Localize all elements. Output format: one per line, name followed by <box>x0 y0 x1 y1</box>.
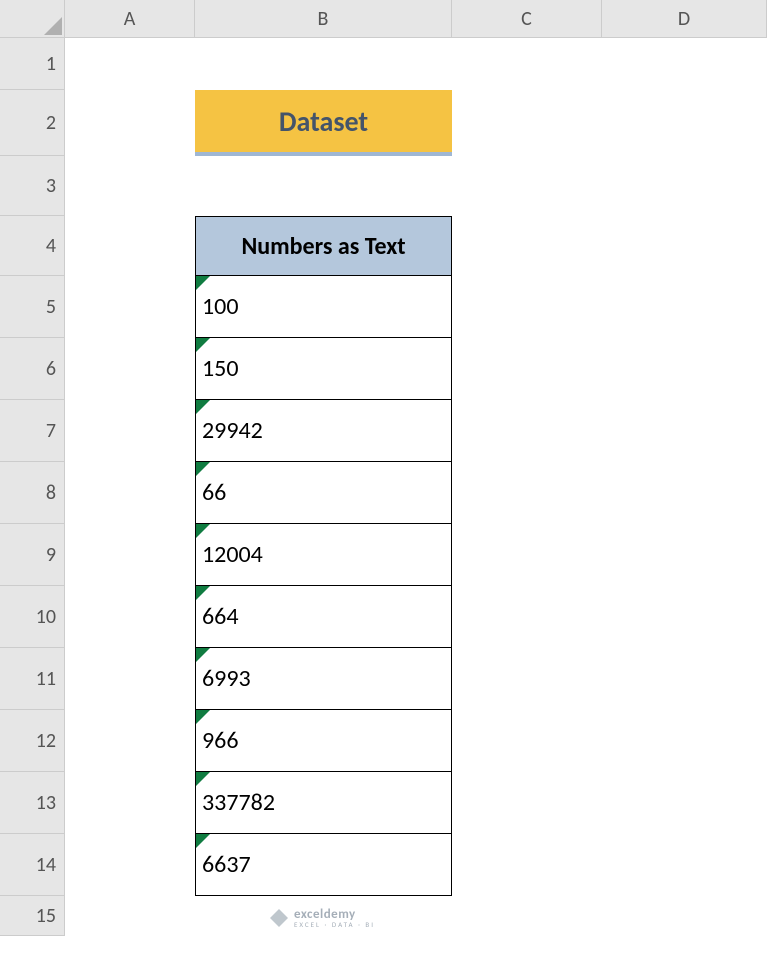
cell-C6[interactable] <box>452 338 602 400</box>
cell-B3[interactable] <box>195 156 452 216</box>
row-header-11[interactable]: 11 <box>0 648 65 710</box>
cell-A3[interactable] <box>65 156 195 216</box>
row-header-14[interactable]: 14 <box>0 834 65 896</box>
cell-C7[interactable] <box>452 400 602 462</box>
row-header-1[interactable]: 1 <box>0 38 65 90</box>
cell-C5[interactable] <box>452 276 602 338</box>
row-header-6[interactable]: 6 <box>0 338 65 400</box>
cell-D14[interactable] <box>602 834 767 896</box>
watermark-sub: EXCEL · DATA · BI <box>294 921 375 928</box>
cell-A11[interactable] <box>65 648 195 710</box>
cell-A12[interactable] <box>65 710 195 772</box>
watermark-icon <box>270 909 288 927</box>
row-header-2[interactable]: 2 <box>0 90 65 156</box>
cell-A7[interactable] <box>65 400 195 462</box>
cell-C4[interactable] <box>452 216 602 276</box>
error-indicator-icon[interactable] <box>196 276 210 290</box>
error-indicator-icon[interactable] <box>196 338 210 352</box>
cell-A13[interactable] <box>65 772 195 834</box>
cell-D5[interactable] <box>602 276 767 338</box>
column-header-C[interactable]: C <box>452 0 602 38</box>
cell-D12[interactable] <box>602 710 767 772</box>
column-header-B[interactable]: B <box>195 0 452 38</box>
error-indicator-icon[interactable] <box>196 710 210 724</box>
cell-C2[interactable] <box>452 90 602 156</box>
error-indicator-icon[interactable] <box>196 586 210 600</box>
row-header-8[interactable]: 8 <box>0 462 65 524</box>
cell-B6[interactable]: 150 <box>195 338 452 400</box>
row-header-15[interactable]: 15 <box>0 896 65 936</box>
cell-A5[interactable] <box>65 276 195 338</box>
cell-A10[interactable] <box>65 586 195 648</box>
error-indicator-icon[interactable] <box>196 834 210 848</box>
error-indicator-icon[interactable] <box>196 648 210 662</box>
error-indicator-icon[interactable] <box>196 524 210 538</box>
error-indicator-icon[interactable] <box>196 462 210 476</box>
cell-B12[interactable]: 966 <box>195 710 452 772</box>
cell-A15[interactable] <box>65 896 195 936</box>
column-header-A[interactable]: A <box>65 0 195 38</box>
cell-B9[interactable]: 12004 <box>195 524 452 586</box>
cell-C9[interactable] <box>452 524 602 586</box>
row-header-12[interactable]: 12 <box>0 710 65 772</box>
cell-D11[interactable] <box>602 648 767 710</box>
row-header-9[interactable]: 9 <box>0 524 65 586</box>
cell-B5[interactable]: 100 <box>195 276 452 338</box>
cell-D13[interactable] <box>602 772 767 834</box>
cell-B14[interactable]: 6637 <box>195 834 452 896</box>
cell-B2[interactable]: Dataset <box>195 90 452 156</box>
row-header-4[interactable]: 4 <box>0 216 65 276</box>
cell-D4[interactable] <box>602 216 767 276</box>
cell-B7[interactable]: 29942 <box>195 400 452 462</box>
select-all-corner[interactable] <box>0 0 65 38</box>
cell-C11[interactable] <box>452 648 602 710</box>
cell-A4[interactable] <box>65 216 195 276</box>
cell-D9[interactable] <box>602 524 767 586</box>
cell-D2[interactable] <box>602 90 767 156</box>
cell-C3[interactable] <box>452 156 602 216</box>
cell-C1[interactable] <box>452 38 602 90</box>
cell-C13[interactable] <box>452 772 602 834</box>
cell-B11[interactable]: 6993 <box>195 648 452 710</box>
cell-A2[interactable] <box>65 90 195 156</box>
cell-D7[interactable] <box>602 400 767 462</box>
cell-A8[interactable] <box>65 462 195 524</box>
cell-A6[interactable] <box>65 338 195 400</box>
row-header-7[interactable]: 7 <box>0 400 65 462</box>
cell-D8[interactable] <box>602 462 767 524</box>
cell-A9[interactable] <box>65 524 195 586</box>
cell-D6[interactable] <box>602 338 767 400</box>
error-indicator-icon[interactable] <box>196 772 210 786</box>
cell-D10[interactable] <box>602 586 767 648</box>
cell-B4[interactable]: Numbers as Text <box>195 216 452 276</box>
watermark: exceldemy EXCEL · DATA · BI <box>270 908 375 928</box>
cell-B10[interactable]: 664 <box>195 586 452 648</box>
row-header-13[interactable]: 13 <box>0 772 65 834</box>
cell-C15[interactable] <box>452 896 602 936</box>
spreadsheet-grid: ABCD 12 Dataset 34 Numbers as Text 5 100 6 150 7 2… <box>0 0 767 936</box>
cell-A1[interactable] <box>65 38 195 90</box>
cell-D15[interactable] <box>602 896 767 936</box>
cell-D3[interactable] <box>602 156 767 216</box>
column-header-D[interactable]: D <box>602 0 767 38</box>
cell-B1[interactable] <box>195 38 452 90</box>
cell-C8[interactable] <box>452 462 602 524</box>
row-header-5[interactable]: 5 <box>0 276 65 338</box>
row-header-3[interactable]: 3 <box>0 156 65 216</box>
cell-C12[interactable] <box>452 710 602 772</box>
row-header-10[interactable]: 10 <box>0 586 65 648</box>
cell-C14[interactable] <box>452 834 602 896</box>
cell-A14[interactable] <box>65 834 195 896</box>
cell-C10[interactable] <box>452 586 602 648</box>
cell-D1[interactable] <box>602 38 767 90</box>
cell-B8[interactable]: 66 <box>195 462 452 524</box>
error-indicator-icon[interactable] <box>196 400 210 414</box>
cell-B13[interactable]: 337782 <box>195 772 452 834</box>
